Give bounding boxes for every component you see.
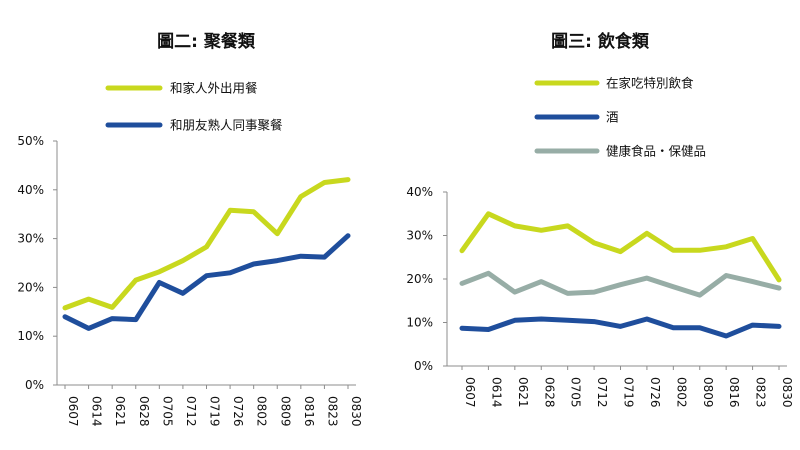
x-tick-label: 0809 (278, 396, 292, 427)
legend-label: 酒 (606, 110, 619, 125)
x-tick-label: 0607 (66, 396, 80, 427)
x-tick-label: 0621 (113, 396, 127, 427)
series-line (459, 211, 782, 283)
chart-title: 圖二: 聚餐類 (157, 31, 256, 52)
y-tick-label: 20% (17, 280, 44, 294)
y-tick-label: 30% (17, 232, 44, 246)
y-tick-label: 10% (406, 316, 433, 330)
series-line (459, 270, 782, 298)
x-tick-label: 0712 (184, 396, 198, 427)
x-tick-label: 0705 (160, 396, 174, 427)
x-tick-label: 0823 (754, 377, 768, 408)
series-line (62, 177, 351, 311)
x-tick-label: 0816 (302, 396, 316, 427)
y-tick-label: 20% (406, 272, 433, 286)
legend-label: 和朋友熟人同事聚餐 (170, 118, 283, 133)
x-tick-label: 0719 (622, 377, 636, 408)
x-tick-label: 0830 (349, 396, 363, 427)
chart-title: 圖三: 飲食類 (551, 31, 650, 52)
x-tick-label: 0712 (595, 377, 609, 408)
x-tick-label: 0719 (208, 396, 222, 427)
y-tick-label: 0% (25, 378, 44, 392)
series-line (459, 316, 782, 339)
x-tick-label: 0726 (648, 377, 662, 408)
x-tick-label: 0802 (674, 377, 688, 408)
y-tick-label: 10% (17, 329, 44, 343)
y-tick-label: 40% (17, 183, 44, 197)
y-tick-label: 0% (414, 359, 433, 373)
x-tick-label: 0830 (780, 377, 794, 408)
x-tick-label: 0628 (542, 377, 556, 408)
y-tick-label: 30% (406, 229, 433, 243)
x-tick-label: 0809 (701, 377, 715, 408)
x-tick-label: 0607 (463, 377, 477, 408)
x-tick-label: 0726 (231, 396, 245, 427)
legend-label: 和家人外出用餐 (170, 81, 258, 96)
x-tick-label: 0614 (90, 396, 104, 427)
y-tick-label: 40% (406, 185, 433, 199)
legend-label: 在家吃特別飲食 (606, 76, 694, 91)
y-tick-label: 50% (17, 134, 44, 148)
series-line (62, 233, 351, 331)
x-tick-label: 0823 (325, 396, 339, 427)
x-tick-label: 0802 (255, 396, 269, 427)
x-tick-label: 0705 (569, 377, 583, 408)
x-tick-label: 0614 (489, 377, 503, 408)
legend-label: 健康食品・保健品 (606, 144, 706, 159)
x-tick-label: 0816 (727, 377, 741, 408)
x-tick-label: 0621 (516, 377, 530, 408)
x-tick-label: 0628 (137, 396, 151, 427)
